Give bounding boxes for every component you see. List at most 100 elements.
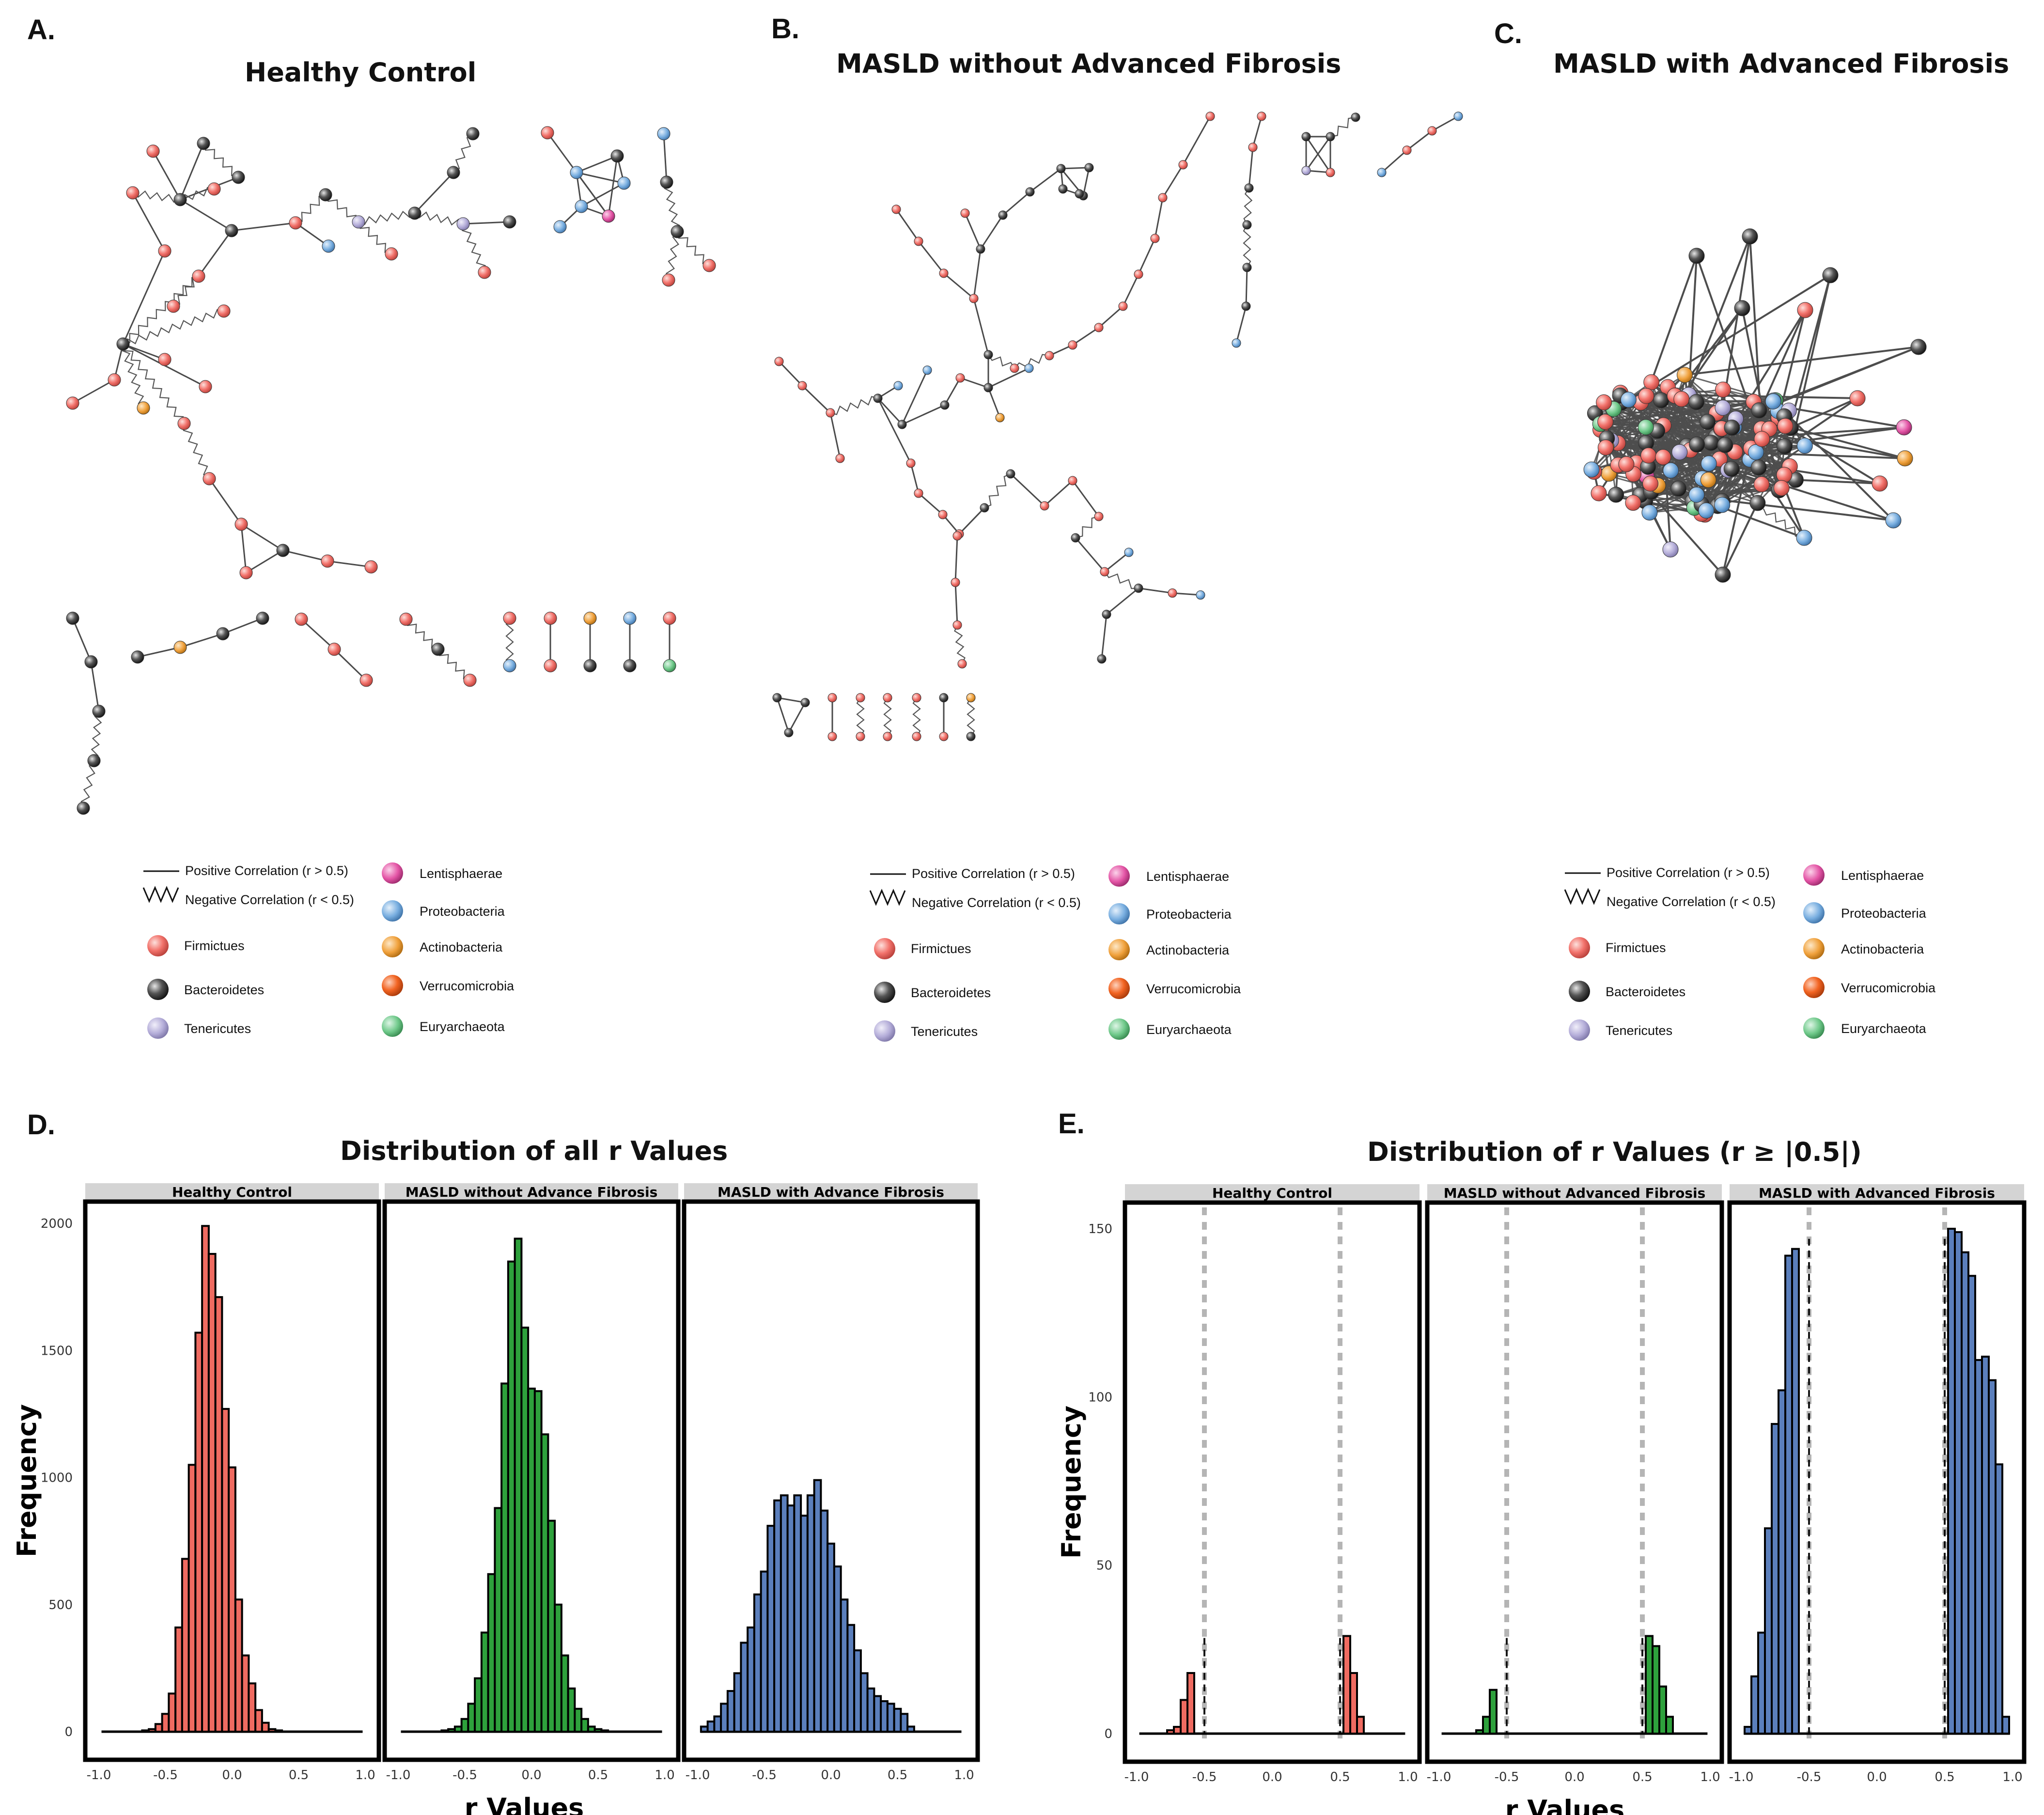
network-node xyxy=(1597,414,1614,430)
network-node xyxy=(1178,160,1188,170)
network-node xyxy=(553,220,567,234)
network-node xyxy=(1402,145,1412,155)
network-node xyxy=(1655,449,1671,465)
positive-edge xyxy=(180,199,232,232)
network-node xyxy=(827,732,837,741)
network-node xyxy=(610,149,624,163)
negative-edge xyxy=(1330,116,1356,138)
x-tick-label: -1.0 xyxy=(1729,1770,1754,1784)
negative-edge xyxy=(1243,188,1253,225)
network-node xyxy=(203,472,216,485)
network-node xyxy=(772,693,782,703)
network-node xyxy=(1754,431,1770,447)
histogram-bar xyxy=(1489,1689,1498,1735)
positive-edge xyxy=(1628,399,1703,479)
legend-label-bacteroidetes: Bacteroidetes xyxy=(911,986,991,1000)
histogram-bar xyxy=(893,1707,902,1733)
network-node xyxy=(289,216,302,230)
histogram-bar xyxy=(766,1525,776,1733)
histogram-bar xyxy=(194,1331,203,1733)
legend-lentisphaerae-icon xyxy=(1108,865,1130,887)
facet-3: MASLD with Advance Fibrosis -1.0 -0.5 0.0 0.… xyxy=(682,1183,980,1783)
panel-label-e: E. xyxy=(1058,1108,1085,1140)
negative-edge xyxy=(830,396,878,415)
x-tick-label: -1.0 xyxy=(1124,1770,1149,1784)
network-node xyxy=(1822,267,1839,283)
net-a-edges xyxy=(72,132,710,809)
network-node xyxy=(602,209,615,223)
histogram-bar xyxy=(813,1479,822,1733)
network-node xyxy=(66,611,79,625)
histogram-bar xyxy=(1988,1379,1997,1735)
positive-edge xyxy=(918,492,943,516)
network-node xyxy=(980,503,989,513)
facet-strip xyxy=(1730,1184,2024,1202)
network-node xyxy=(1150,234,1160,243)
network-node xyxy=(1638,388,1654,404)
legend-firmictues-icon xyxy=(874,938,895,959)
positive-edge xyxy=(1010,473,1045,507)
network-node xyxy=(1688,394,1704,410)
network-node xyxy=(1583,461,1600,478)
positive-edge xyxy=(1248,147,1254,188)
network-node xyxy=(1698,502,1715,519)
x-tick-label: 0.5 xyxy=(1330,1770,1350,1784)
network-node xyxy=(976,244,985,254)
x-tick-label: -1.0 xyxy=(686,1768,710,1783)
y-tick-label: 100 xyxy=(1088,1390,1112,1405)
facet-strip xyxy=(385,1183,678,1201)
network-node xyxy=(938,510,948,519)
histogram-bar xyxy=(866,1687,875,1733)
histogram-bar xyxy=(181,1558,190,1733)
network-node xyxy=(1097,654,1107,664)
legend-label-lentisphaerae: Lentisphaerae xyxy=(420,866,503,881)
histogram-bar xyxy=(1166,1729,1175,1735)
histogram-bar xyxy=(168,1692,177,1733)
net-c-nodes xyxy=(1583,228,1927,583)
positive-edge xyxy=(300,618,335,650)
negative-edge xyxy=(122,344,185,424)
x-tick-label: 0.5 xyxy=(588,1768,608,1783)
histogram-bar xyxy=(786,1504,796,1733)
network-node xyxy=(797,381,807,391)
legend-actinobacteria-icon xyxy=(1108,939,1130,960)
legend-label-negative: Negative Correlation (r < 0.5) xyxy=(912,895,1081,910)
network-node xyxy=(1715,400,1731,416)
network-node xyxy=(960,208,970,218)
network-node xyxy=(239,566,253,579)
network-node xyxy=(319,188,332,202)
panel-label-b: B. xyxy=(771,13,799,45)
legend-label-bacteroidetes: Bacteroidetes xyxy=(1606,985,1686,999)
network-node xyxy=(66,396,79,410)
histogram-bar xyxy=(248,1682,257,1733)
x-tick-label: 1.0 xyxy=(655,1768,674,1783)
network-node xyxy=(856,693,865,703)
histogram-bar xyxy=(720,1703,729,1733)
positive-edge xyxy=(295,222,329,247)
network-node xyxy=(1071,533,1080,543)
legend-label-verrucomicrobia: Verrucomicrobia xyxy=(420,979,515,993)
histogram-bar xyxy=(1180,1699,1188,1735)
network-node xyxy=(1591,485,1607,501)
network-node xyxy=(1196,590,1205,600)
legend-label-proteobacteria: Proteobacteria xyxy=(420,904,505,919)
network-node xyxy=(1453,111,1463,121)
x-tick-label: 0.5 xyxy=(888,1768,907,1783)
y-tick-label: 2000 xyxy=(41,1217,73,1231)
legend-label-firmictues: Firmictues xyxy=(1606,940,1666,955)
negative-edge xyxy=(1104,571,1139,589)
legend-firmictues-icon xyxy=(147,935,169,956)
histogram-bar xyxy=(453,1725,463,1733)
legend-actinobacteria-icon xyxy=(382,936,403,957)
positive-edge xyxy=(1101,614,1108,659)
histogram-bar xyxy=(1173,1726,1182,1735)
network-node xyxy=(1427,126,1437,136)
histogram-bar xyxy=(580,1718,589,1733)
network-node xyxy=(1773,480,1790,496)
network-node xyxy=(1124,548,1134,557)
positive-edge xyxy=(90,661,100,712)
network-healthy-control xyxy=(66,126,716,815)
histogram-bar xyxy=(900,1713,909,1733)
x-tick-label: 0.0 xyxy=(521,1768,541,1783)
